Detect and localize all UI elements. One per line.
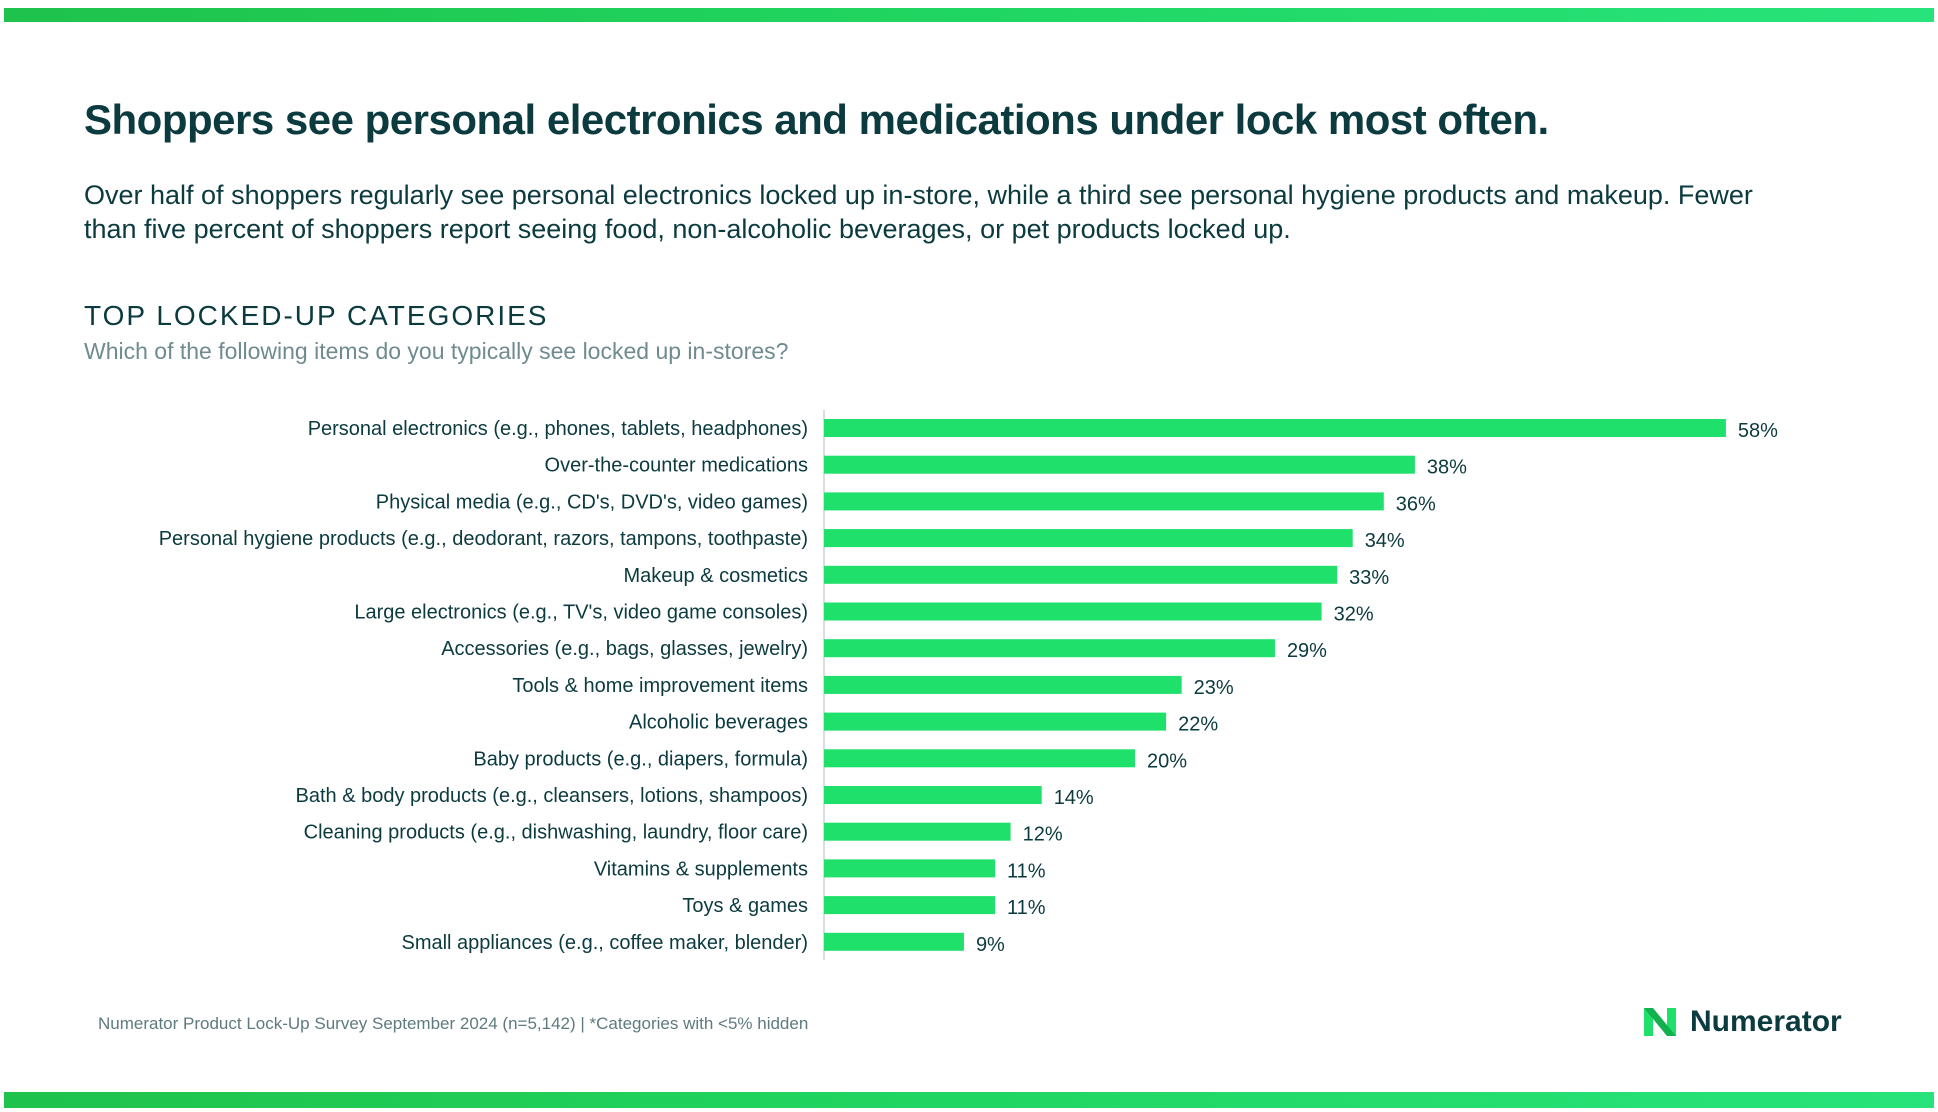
page-subtitle: Over half of shoppers regularly see pers… [84, 180, 1753, 244]
bar [824, 749, 1135, 768]
bar [824, 896, 996, 915]
bar-value-label: 11% [1007, 860, 1046, 882]
bar [824, 712, 1167, 731]
bar-value-label: 22% [1178, 714, 1218, 736]
survey-question: Which of the following items do you typi… [84, 338, 789, 364]
category-label: Personal hygiene products (e.g., deodora… [159, 528, 808, 550]
bar-value-label: 38% [1427, 457, 1467, 479]
category-label: Cleaning products (e.g., dishwashing, la… [304, 822, 808, 844]
bar-chart: Personal electronics (e.g., phones, tabl… [159, 409, 1778, 961]
numerator-logo: Numerator [1642, 1002, 1842, 1042]
bar-value-label: 29% [1287, 640, 1327, 662]
category-label: Vitamins & supplements [594, 858, 808, 880]
bar-value-label: 20% [1147, 750, 1187, 772]
category-label: Bath & body products (e.g., cleansers, l… [296, 785, 809, 807]
category-label: Alcoholic beverages [629, 712, 808, 734]
bar [824, 932, 964, 951]
bottom-accent-bar [4, 1092, 1934, 1108]
bar-value-label: 33% [1349, 567, 1389, 589]
bar [824, 822, 1011, 841]
category-label: Baby products (e.g., diapers, formula) [473, 748, 808, 770]
category-label: Over-the-counter medications [545, 455, 808, 477]
slide-frame [4, 0, 1934, 1112]
category-label: Toys & games [682, 895, 808, 917]
logo-wordmark: Numerator [1690, 1005, 1842, 1038]
bar-value-label: 9% [976, 934, 1005, 956]
bar [824, 565, 1338, 584]
source-footnote: Numerator Product Lock-Up Survey Septemb… [98, 1014, 809, 1033]
bar-value-label: 12% [1023, 824, 1063, 846]
bar [824, 859, 996, 878]
bar-value-label: 36% [1396, 493, 1436, 515]
bar [824, 455, 1415, 474]
bar-value-label: 58% [1738, 420, 1778, 442]
bar-value-label: 14% [1054, 787, 1094, 809]
top-accent-bar [4, 8, 1934, 22]
bar-value-label: 32% [1334, 604, 1374, 626]
category-label: Tools & home improvement items [512, 675, 808, 697]
category-label: Physical media (e.g., CD's, DVD's, video… [376, 491, 808, 513]
bar-value-label: 11% [1007, 897, 1046, 919]
category-label: Personal electronics (e.g., phones, tabl… [308, 418, 808, 440]
bar-value-label: 23% [1194, 677, 1234, 699]
bar [824, 786, 1042, 804]
bar [824, 675, 1182, 694]
page-title: Shoppers see personal electronics and me… [84, 96, 1549, 143]
chart-section-title: TOP LOCKED-UP CATEGORIES [84, 300, 549, 331]
bar-value-label: 34% [1365, 530, 1405, 552]
category-label: Small appliances (e.g., coffee maker, bl… [401, 932, 808, 954]
bar [824, 602, 1322, 621]
numerator-n-logo-icon [1644, 1008, 1676, 1036]
category-label: Makeup & cosmetics [623, 565, 808, 587]
bar [824, 419, 1726, 437]
category-label: Large electronics (e.g., TV's, video gam… [354, 602, 808, 624]
bar [824, 492, 1384, 511]
bar [824, 529, 1353, 548]
bar [824, 639, 1275, 658]
category-label: Accessories (e.g., bags, glasses, jewelr… [441, 638, 808, 660]
